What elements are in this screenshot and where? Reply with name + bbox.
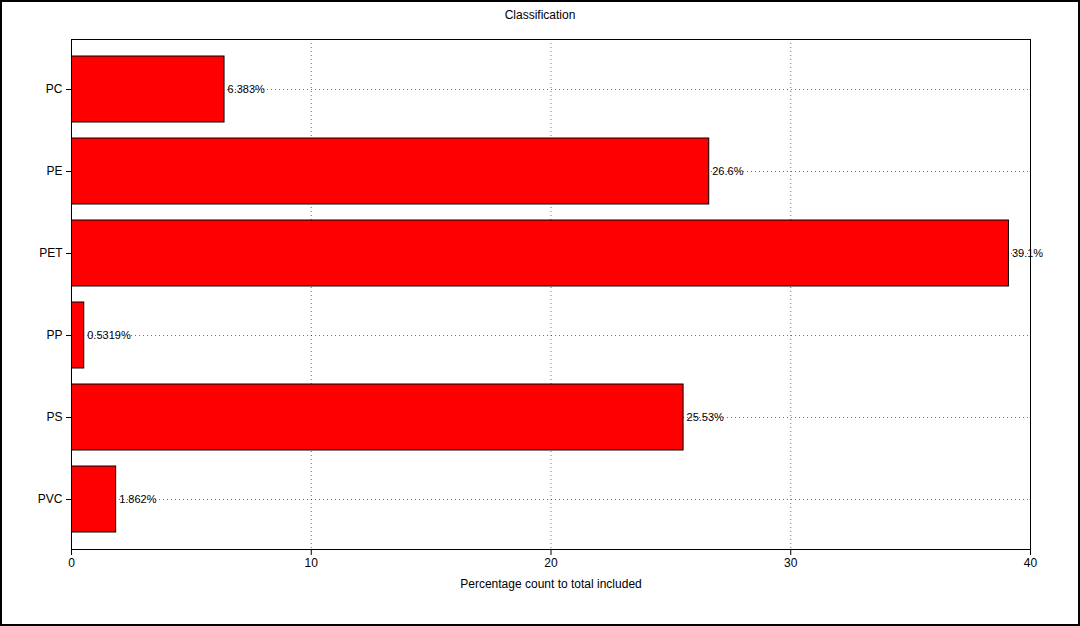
svg-text:6.383%: 6.383% <box>228 83 266 95</box>
svg-text:26.6%: 26.6% <box>712 165 743 177</box>
svg-text:20: 20 <box>544 556 558 570</box>
svg-text:PET: PET <box>39 246 63 260</box>
svg-text:1.862%: 1.862% <box>119 493 157 505</box>
svg-text:25.53%: 25.53% <box>687 411 725 423</box>
svg-text:PVC: PVC <box>38 492 63 506</box>
svg-text:0.5319%: 0.5319% <box>87 329 131 341</box>
svg-text:Percentage count to total incl: Percentage count to total included <box>460 577 641 591</box>
svg-text:39.1%: 39.1% <box>1012 247 1043 259</box>
svg-text:30: 30 <box>784 556 798 570</box>
svg-text:0: 0 <box>68 556 75 570</box>
svg-text:40: 40 <box>1024 556 1038 570</box>
svg-text:PP: PP <box>46 328 62 342</box>
svg-text:PS: PS <box>46 410 62 424</box>
svg-text:PE: PE <box>46 164 62 178</box>
html-text:Classification: Classification <box>504 8 576 22</box>
svg-text:10: 10 <box>305 556 319 570</box>
svg-text:PC: PC <box>46 82 63 96</box>
